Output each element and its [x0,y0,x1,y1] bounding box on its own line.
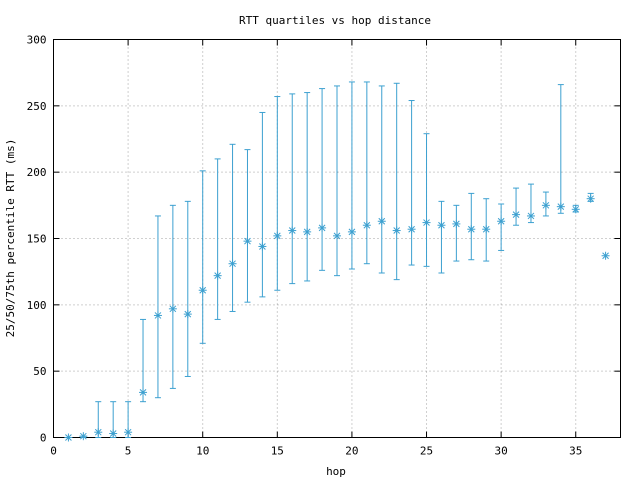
error-bar [199,170,206,344]
y-tick-label: 250 [27,100,47,113]
median-point [79,432,88,441]
median-point [526,211,535,220]
median-point [422,218,431,227]
median-point [512,210,521,219]
x-tick-label: 0 [50,445,57,458]
error-bars [80,81,594,438]
error-bar [229,143,236,312]
error-bar [304,92,311,282]
error-bar [348,81,355,270]
median-point [318,223,327,232]
y-axis-title: 25/50/75th percentile RTT (ms) [4,139,17,338]
median-point [392,226,401,235]
grid-lines [53,39,621,438]
median-point [258,242,267,251]
error-bar [438,200,445,274]
error-bar [154,215,161,399]
x-tick-label: 30 [495,445,508,458]
median-point [586,194,595,203]
y-tick-label: 50 [33,365,46,378]
error-bar [319,88,326,271]
x-tick-label: 5 [125,445,132,458]
median-point [124,428,133,437]
median-point [109,429,118,438]
median-point [571,205,580,214]
x-tick-label: 25 [420,445,433,458]
median-point [198,286,207,295]
median-point [437,221,446,230]
error-bar [498,203,505,251]
error-bar [393,82,400,281]
median-point [243,237,252,246]
median-point [467,225,476,234]
error-bar [363,81,370,265]
error-bar [378,85,385,274]
error-bar [169,204,176,389]
x-tick-label: 35 [569,445,582,458]
error-bar [184,200,191,377]
median-point [377,217,386,226]
x-tick-label: 15 [271,445,284,458]
median-point [303,227,312,236]
y-tick-label: 0 [40,432,47,445]
median-point [273,231,282,240]
median-point [452,219,461,228]
error-bar [453,204,460,262]
median-point [333,231,341,240]
x-tick-labels: 0 5 10 15 20 25 30 35 [50,445,582,458]
error-bar [557,84,564,214]
y-tick-label: 100 [27,299,47,312]
median-point [347,227,356,236]
error-bar [214,158,221,320]
median-point [213,271,222,280]
error-bar [244,149,251,303]
median-point [407,225,416,234]
median-point [482,225,491,234]
error-bar [513,187,520,226]
error-bar [259,111,266,298]
error-bar [408,100,415,266]
y-tick-label: 300 [27,34,47,47]
median-point [153,311,162,320]
median-points [64,194,610,442]
y-tick-label: 150 [27,233,47,246]
y-tick-label: 200 [27,166,47,179]
error-bar [140,318,147,403]
error-bar [423,133,430,267]
median-point [601,251,610,260]
median-point [556,202,565,211]
x-tick-label: 20 [345,445,358,458]
x-axis-title: hop [326,465,346,478]
median-point [183,310,192,319]
median-point [228,259,237,268]
error-bar [334,85,340,277]
median-point [94,428,103,437]
chart-title: RTT quartiles vs hop distance [239,14,431,27]
median-point [168,304,177,313]
median-point [497,217,506,226]
x-tick-label: 10 [196,445,209,458]
median-point [362,221,371,230]
median-point [139,388,148,397]
error-bar [274,96,281,291]
y-tick-labels: 0 50 100 150 200 250 300 [27,34,47,445]
median-point [64,433,73,442]
error-bar [289,93,296,285]
median-point [288,226,297,235]
median-point [541,201,550,210]
